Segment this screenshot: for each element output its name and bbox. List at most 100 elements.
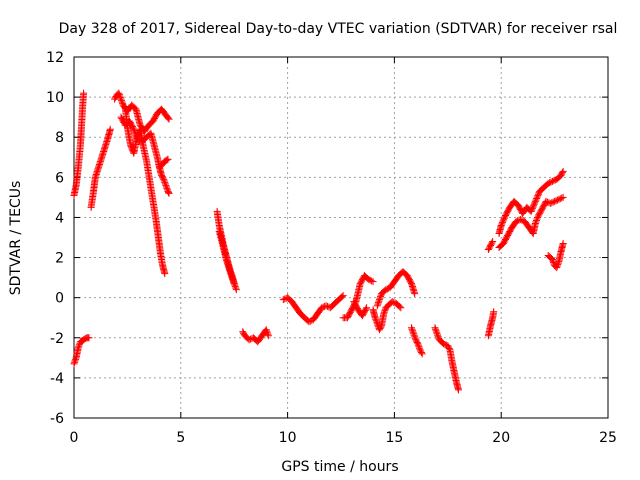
data-point — [530, 200, 538, 208]
x-tick-label: 25 — [599, 430, 617, 446]
data-point — [373, 320, 381, 328]
data-point — [498, 219, 506, 227]
y-tick-label: -2 — [50, 331, 64, 347]
data-point — [164, 155, 172, 163]
data-point — [553, 264, 561, 272]
data-point — [165, 189, 173, 197]
data-point — [433, 328, 441, 336]
data-point — [228, 274, 236, 282]
data-point — [527, 207, 535, 215]
data-point — [500, 214, 508, 222]
data-point — [159, 174, 167, 182]
data-point — [230, 278, 238, 286]
data-point — [373, 302, 381, 310]
data-point — [368, 277, 376, 285]
data-point — [542, 197, 550, 205]
data-point — [528, 205, 536, 213]
data-point — [132, 133, 140, 141]
data-point — [160, 177, 168, 185]
x-tick-label: 10 — [279, 430, 297, 446]
data-point — [262, 326, 270, 334]
data-point — [431, 324, 439, 332]
data-point — [161, 180, 169, 188]
data-point — [85, 334, 93, 342]
data-point — [533, 215, 541, 223]
data-point — [229, 275, 237, 283]
data-point — [407, 324, 415, 332]
data-point — [489, 238, 497, 246]
data-point — [498, 220, 506, 228]
data-point — [553, 262, 561, 270]
data-point — [365, 276, 373, 284]
y-tick-label: 4 — [55, 210, 64, 226]
data-point — [366, 276, 374, 284]
data-point — [115, 91, 123, 99]
data-point — [388, 298, 396, 306]
data-point — [518, 216, 526, 224]
data-point — [533, 195, 541, 203]
data-point — [559, 240, 567, 248]
data-point — [376, 294, 384, 302]
data-point — [531, 199, 539, 207]
data-point — [363, 304, 371, 312]
data-point — [512, 217, 520, 225]
data-point — [554, 261, 562, 269]
data-point — [163, 156, 171, 164]
data-point — [318, 304, 326, 312]
data-point — [409, 327, 417, 335]
data-point — [71, 357, 79, 365]
data-point — [414, 340, 422, 348]
data-point — [70, 360, 78, 368]
data-point — [551, 197, 559, 205]
data-point — [161, 178, 169, 186]
data-point — [165, 115, 173, 123]
data-point — [381, 307, 389, 315]
data-point — [372, 315, 380, 323]
data-point — [279, 296, 287, 304]
data-point — [414, 341, 422, 349]
data-point — [410, 331, 418, 339]
data-point — [544, 179, 552, 187]
x-tick-label: 20 — [492, 430, 510, 446]
data-point — [516, 215, 524, 223]
data-point — [371, 314, 379, 322]
data-point — [396, 303, 404, 311]
data-point — [80, 89, 88, 97]
data-point — [488, 239, 496, 247]
y-tick-label: 8 — [55, 130, 64, 146]
chart-title: Day 328 of 2017, Sidereal Day-to-day VTE… — [59, 21, 618, 37]
data-point — [548, 199, 556, 207]
y-tick-label: 10 — [46, 90, 64, 106]
data-point — [397, 304, 405, 312]
data-point — [558, 194, 566, 202]
data-point — [162, 181, 170, 189]
data-point — [415, 343, 423, 351]
data-point — [362, 305, 370, 313]
data-point — [549, 257, 557, 265]
y-tick-label: -6 — [50, 411, 64, 427]
data-point — [130, 127, 138, 135]
data-point — [417, 348, 425, 356]
data-point — [434, 331, 442, 339]
data-point — [380, 308, 388, 316]
plot-frame — [73, 56, 609, 419]
data-point — [418, 350, 426, 358]
y-axis-label: SDTVAR / TECUs — [8, 181, 24, 296]
data-point — [390, 298, 398, 306]
data-point — [432, 327, 440, 335]
data-point — [534, 192, 542, 200]
data-point — [547, 178, 555, 186]
data-point — [131, 128, 139, 136]
data-point — [411, 333, 419, 341]
y-tick-label: 12 — [46, 50, 64, 66]
data-point — [229, 277, 237, 285]
data-point — [130, 125, 138, 133]
data-point — [118, 98, 126, 106]
data-point — [115, 89, 123, 97]
data-point — [165, 188, 173, 196]
data-point — [161, 270, 169, 278]
data-point — [75, 341, 83, 349]
data-point — [373, 318, 381, 326]
data-point — [546, 199, 554, 207]
x-tick-label: 15 — [385, 430, 403, 446]
